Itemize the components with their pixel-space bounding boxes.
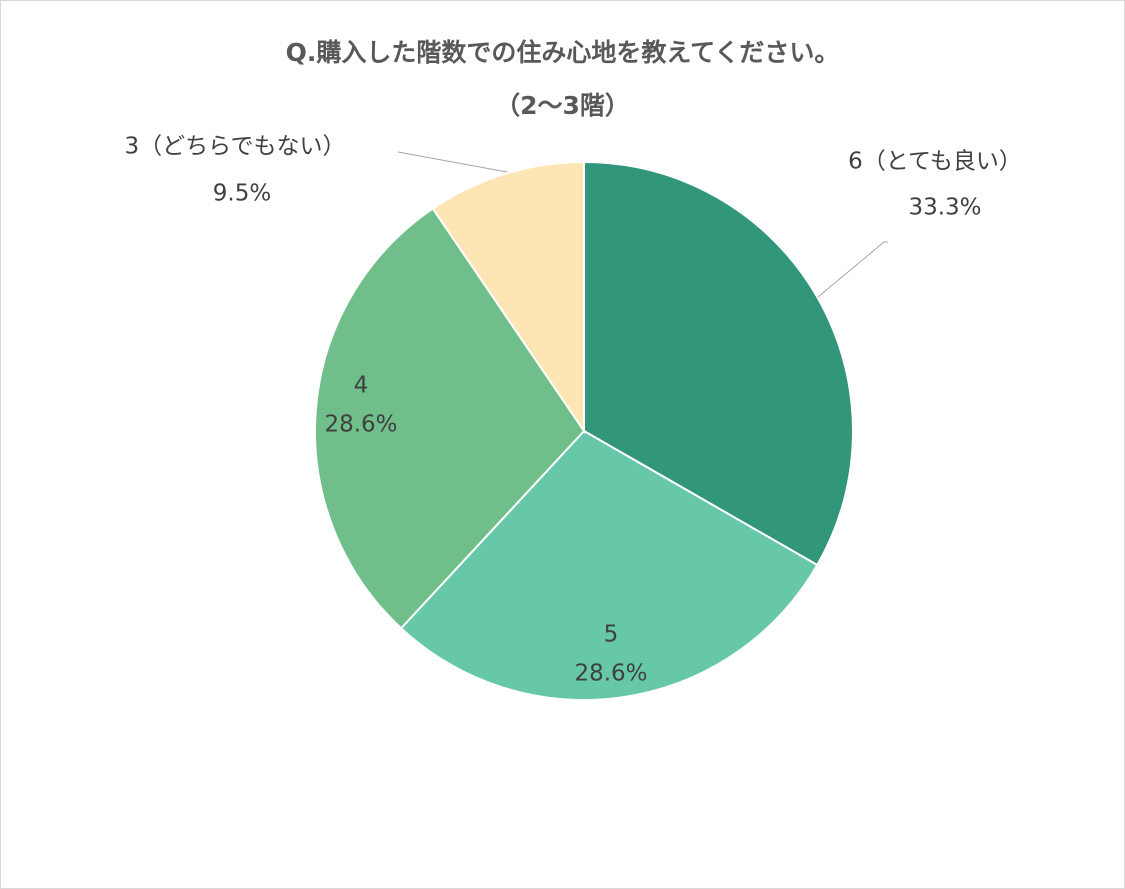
slice-percent-1: 33.3% (908, 195, 981, 221)
pie-slice-4 (431, 160, 585, 435)
leader-line-4 (397, 151, 508, 173)
slice-percent-3: 28.6% (324, 412, 397, 438)
slice-label-4: 3（どちらでもない） (125, 134, 346, 160)
slice-label-3: 4 (354, 373, 369, 399)
slice-label-2: 5 (604, 622, 619, 648)
slice-label-1: 6（とても良い） (848, 149, 1022, 175)
pie-slice-3 (314, 207, 586, 630)
slice-percent-4: 9.5% (213, 181, 271, 207)
chart-subtitle: （2〜3階） (495, 91, 630, 120)
slice-percent-2: 28.6% (574, 661, 647, 687)
leader-line-1 (817, 241, 888, 298)
pie-slice-2 (399, 429, 819, 702)
pie-slice-1 (583, 160, 854, 567)
chart-title: Q.購入した階数での住み心地を教えてください。 (285, 38, 840, 67)
